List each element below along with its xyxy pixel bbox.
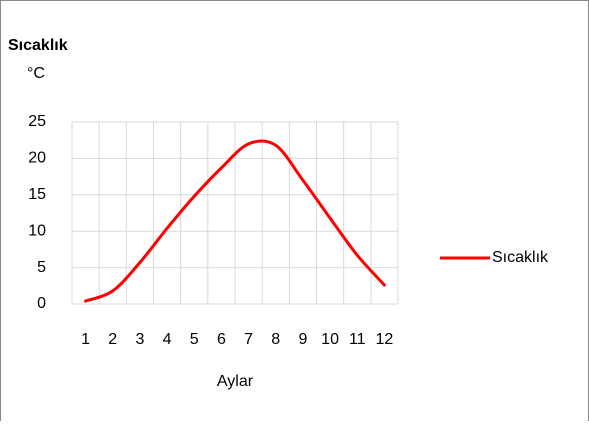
x-tick-label: 9 — [298, 331, 307, 348]
y-tick-label: 0 — [37, 295, 46, 312]
y-axis-label: °C — [27, 65, 45, 82]
y-tick-label: 10 — [28, 222, 46, 239]
x-tick-label: 5 — [190, 331, 199, 348]
x-tick-label: 10 — [321, 331, 339, 348]
x-tick-label: 12 — [376, 331, 394, 348]
y-tick-label: 5 — [37, 259, 46, 276]
x-tick-label: 4 — [163, 331, 172, 348]
x-tick-label: 3 — [135, 331, 144, 348]
x-tick-label: 11 — [349, 331, 366, 348]
x-tick-label: 2 — [108, 331, 117, 348]
x-tick-label: 7 — [244, 331, 253, 348]
legend-label: Sıcaklık — [492, 249, 549, 266]
x-tick-label: 1 — [81, 331, 90, 348]
series-line — [84, 139, 386, 303]
chart-title: Sıcaklık — [8, 37, 68, 54]
x-tick-label: 8 — [271, 331, 280, 348]
y-tick-label: 25 — [28, 113, 46, 130]
x-axis-label: Aylar — [217, 373, 254, 390]
x-tick-label: 6 — [217, 331, 226, 348]
y-tick-label: 20 — [28, 150, 46, 167]
y-tick-label: 15 — [28, 186, 46, 203]
